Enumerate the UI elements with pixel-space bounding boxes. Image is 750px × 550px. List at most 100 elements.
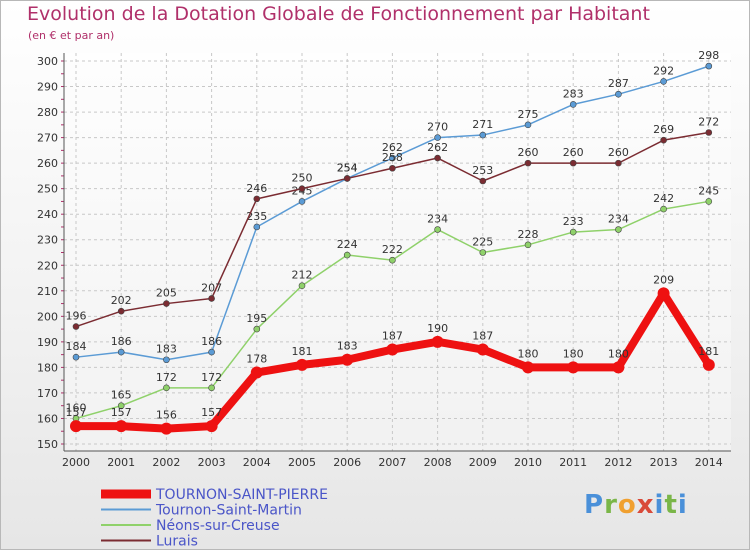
logo-letter: t [664,490,678,520]
data-point [702,358,715,371]
data-point [524,159,532,167]
data-point [569,101,577,108]
x-tick-label: 2011 [559,456,587,469]
data-label: 262 [427,141,448,154]
x-tick-label: 2007 [378,456,406,469]
data-label: 234 [427,213,448,226]
data-point [117,402,125,410]
data-point [612,361,625,374]
data-point [567,361,580,374]
data-point [117,348,125,356]
y-tick-label: 300 [37,55,58,68]
y-tick-label: 280 [37,106,58,119]
data-point [615,159,622,167]
data-label: 228 [518,228,539,241]
logo-letter: r [604,490,618,520]
data-point [253,325,261,333]
data-label: 258 [382,151,403,164]
data-label: 160 [66,401,87,414]
data-label: 212 [292,269,313,282]
data-label: 157 [111,406,132,419]
x-tick-label: 2006 [333,456,361,469]
x-tick-label: 2013 [650,456,678,469]
data-point [476,343,489,356]
data-point [660,136,667,144]
data-point [434,134,441,141]
legend-label: Néons-sur-Creuse [156,518,280,534]
data-label: 165 [111,389,132,402]
data-point [389,154,396,162]
data-label: 292 [653,64,674,77]
data-label: 275 [518,108,539,121]
data-point [163,384,170,392]
x-tick-label: 2008 [424,456,452,469]
data-label: 270 [427,121,448,134]
logo-letter: i [654,490,665,520]
data-label: 287 [608,77,629,90]
data-point [208,295,215,302]
y-tick-label: 170 [37,387,58,400]
data-label: 172 [201,371,222,384]
x-tick-label: 2010 [514,456,542,469]
data-label: 272 [698,115,719,128]
data-label: 205 [156,287,177,300]
data-point [479,131,487,139]
y-tick-label: 250 [37,183,58,196]
data-point [160,422,173,435]
data-label: 271 [472,118,493,131]
data-point [115,420,128,433]
y-tick-label: 150 [37,438,58,451]
data-label: 195 [246,312,267,325]
data-label: 235 [246,210,267,223]
data-point [524,121,532,129]
data-point [208,384,215,392]
y-tick-label: 200 [37,310,58,323]
data-point [70,420,82,433]
y-tick-label: 190 [37,336,58,349]
y-tick-label: 220 [37,259,58,272]
data-label: 172 [156,371,177,384]
data-label: 233 [563,215,584,228]
data-label: 180 [608,347,629,360]
data-point [657,287,670,300]
data-label: 157 [201,406,222,419]
data-label: 180 [563,347,584,360]
data-point [389,256,396,264]
data-label: 262 [382,141,403,154]
data-label: 156 [156,409,177,422]
data-point [163,356,170,364]
data-point [434,154,441,162]
data-label: 180 [518,347,539,360]
data-label: 269 [653,123,674,136]
data-point [298,198,306,205]
data-label: 260 [518,146,539,159]
data-point [660,78,667,85]
data-label: 181 [698,345,719,358]
data-point [208,348,215,356]
data-point [343,251,351,259]
data-label: 183 [156,343,177,356]
data-point [615,226,622,233]
data-label: 222 [382,243,403,256]
plot-area [64,53,731,451]
data-label: 260 [563,146,584,159]
data-label: 178 [246,353,267,366]
x-tick-label: 2004 [243,456,271,469]
data-label: 184 [66,340,87,353]
data-point [705,129,713,136]
data-label: 202 [111,294,132,307]
y-tick-label: 210 [37,285,58,298]
data-label: 186 [201,335,222,348]
data-label: 187 [382,330,403,343]
logo-letter: P [584,490,605,520]
data-label: 234 [608,213,629,226]
data-point [431,335,444,348]
data-label: 183 [337,340,358,353]
data-label: 253 [472,164,493,177]
data-label: 190 [427,322,448,335]
y-tick-label: 290 [37,81,58,94]
data-label: 254 [337,161,358,174]
data-point [341,353,354,366]
data-label: 298 [698,49,719,62]
x-tick-label: 2009 [469,456,497,469]
